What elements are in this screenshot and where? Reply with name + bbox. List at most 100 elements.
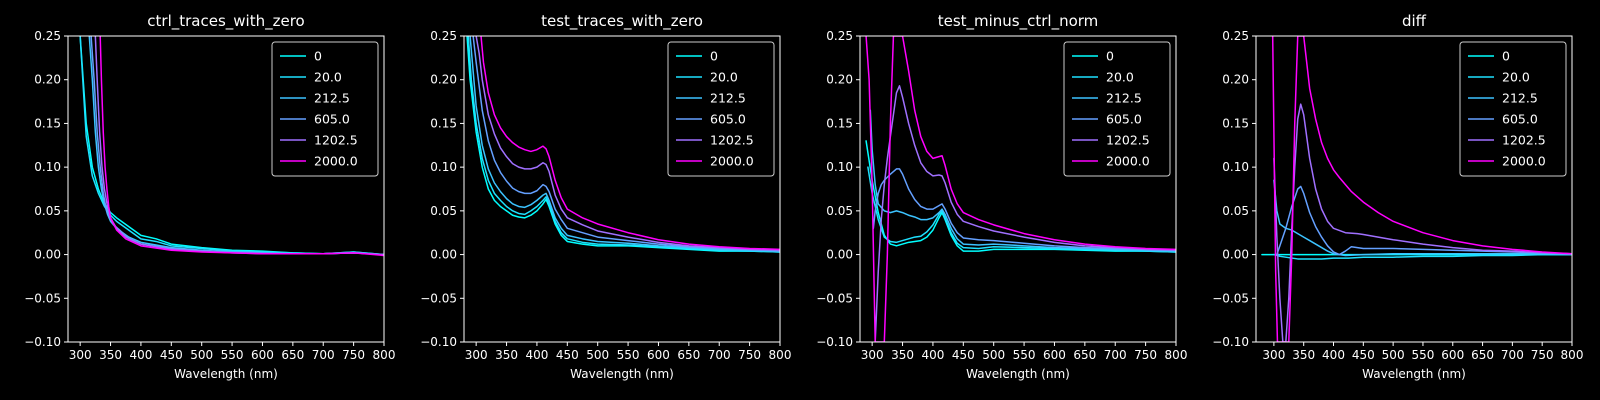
series-line-5 xyxy=(1273,103,1572,342)
x-tick-label: 550 xyxy=(617,348,640,362)
legend-entry: 0 xyxy=(1106,49,1114,64)
x-tick-label: 400 xyxy=(129,348,152,362)
x-tick-label: 750 xyxy=(1134,348,1157,362)
series-line-3 xyxy=(869,109,1176,252)
y-tick-label: 0.20 xyxy=(1222,73,1249,87)
legend-box xyxy=(1459,41,1567,177)
x-tick-label: 700 xyxy=(312,348,335,362)
x-tick-label: 350 xyxy=(891,348,914,362)
x-tick-label: 600 xyxy=(1043,348,1066,362)
legend-entry: 212.5 xyxy=(1106,91,1142,106)
y-tick-label: 0.05 xyxy=(826,204,853,218)
legend-entry: 2000.0 xyxy=(1502,154,1546,169)
series-line-6 xyxy=(99,36,384,257)
x-tick-label: 800 xyxy=(1165,348,1188,362)
x-tick-label: 650 xyxy=(1471,348,1494,362)
y-tick-label: 0.15 xyxy=(34,116,61,130)
x-tick-label: 800 xyxy=(373,348,396,362)
legend-entry: 1202.5 xyxy=(1502,133,1546,148)
series-line-1 xyxy=(865,140,1176,253)
legend-entry: 1202.5 xyxy=(710,133,754,148)
legend-entry: 605.0 xyxy=(1502,112,1538,127)
x-tick-label: 350 xyxy=(1292,348,1315,362)
series-line-1 xyxy=(466,36,780,253)
x-axis-label: Wavelength (nm) xyxy=(570,367,674,381)
chart-panel-3: 300 350 400 450 500 550 600 650 700 750 800 −0.10 −0… xyxy=(816,12,1187,381)
legend-entry: 2000.0 xyxy=(314,154,358,169)
axes-frame xyxy=(1255,35,1573,343)
y-tick-label: −0.05 xyxy=(24,291,61,305)
x-tick-label: 450 xyxy=(1352,348,1375,362)
y-tick-label: 0.00 xyxy=(1222,248,1249,262)
legend-entry: 2000.0 xyxy=(710,154,754,169)
chart-panel-4: 300 350 400 450 500 550 600 650 700 750 800 −0.10 −0… xyxy=(1212,12,1583,381)
y-tick-label: 0.15 xyxy=(430,116,457,130)
legend-entry: 2000.0 xyxy=(1106,154,1150,169)
series-line-6 xyxy=(480,36,780,251)
y-tick-label: 0.25 xyxy=(430,29,457,43)
x-tick-label: 350 xyxy=(99,348,122,362)
x-axis-label: Wavelength (nm) xyxy=(1362,367,1466,381)
chart-title: test_traces_with_zero xyxy=(541,12,703,31)
y-tick-label: 0.15 xyxy=(1222,116,1249,130)
x-tick-label: 500 xyxy=(982,348,1005,362)
y-tick-label: 0.15 xyxy=(826,116,853,130)
y-tick-label: −0.05 xyxy=(1212,291,1249,305)
legend-entry: 1202.5 xyxy=(314,133,358,148)
legend-entry: 212.5 xyxy=(710,91,746,106)
axes-frame xyxy=(859,35,1177,343)
series-line-4 xyxy=(472,36,780,252)
legend-entry: 0 xyxy=(314,49,322,64)
legend-box xyxy=(271,41,379,177)
x-tick-label: 300 xyxy=(465,348,488,362)
x-tick-label: 350 xyxy=(495,348,518,362)
y-tick-label: 0.25 xyxy=(1222,29,1249,43)
series-group xyxy=(1261,36,1572,342)
x-tick-label: 750 xyxy=(738,348,761,362)
y-tick-label: 0.20 xyxy=(826,73,853,87)
x-tick-label: 650 xyxy=(281,348,304,362)
x-tick-label: 450 xyxy=(556,348,579,362)
y-tick-label: 0.20 xyxy=(34,73,61,87)
series-line-5 xyxy=(475,36,780,251)
legend: 0 20.0 212.5 605.0 1202.5 2000.0 xyxy=(1063,41,1171,177)
x-tick-label: 550 xyxy=(1411,348,1434,362)
legend-entry: 20.0 xyxy=(1502,70,1530,85)
x-tick-label: 450 xyxy=(952,348,975,362)
legend-entry: 0 xyxy=(1502,49,1510,64)
y-tick-label: 0.10 xyxy=(1222,160,1249,174)
y-tick-label: −0.10 xyxy=(24,335,61,349)
legend-entry: 605.0 xyxy=(314,112,350,127)
legend-entry: 20.0 xyxy=(314,70,342,85)
y-tick-label: −0.10 xyxy=(420,335,457,349)
series-line-3 xyxy=(1273,179,1572,257)
legend-entry: 605.0 xyxy=(710,112,746,127)
legend-entry: 212.5 xyxy=(1502,91,1538,106)
x-tick-label: 800 xyxy=(769,348,792,362)
series-line-3 xyxy=(469,36,780,252)
y-tick-label: −0.05 xyxy=(816,291,853,305)
x-tick-label: 500 xyxy=(586,348,609,362)
x-tick-label: 700 xyxy=(708,348,731,362)
legend-entry: 605.0 xyxy=(1106,112,1142,127)
x-axis-label: Wavelength (nm) xyxy=(966,367,1070,381)
x-tick-label: 600 xyxy=(1441,348,1464,362)
x-tick-label: 400 xyxy=(525,348,548,362)
series-line-2 xyxy=(467,36,780,253)
x-tick-label: 650 xyxy=(1073,348,1096,362)
y-tick-label: 0.00 xyxy=(826,248,853,262)
y-tick-label: −0.10 xyxy=(1212,335,1249,349)
x-tick-label: 300 xyxy=(1262,348,1285,362)
legend: 0 20.0 212.5 605.0 1202.5 2000.0 xyxy=(271,41,379,177)
y-tick-label: 0.10 xyxy=(430,160,457,174)
y-tick-label: 0.25 xyxy=(826,29,853,43)
x-tick-label: 750 xyxy=(342,348,365,362)
x-tick-label: 750 xyxy=(1531,348,1554,362)
x-tick-label: 600 xyxy=(251,348,274,362)
legend-entry: 0 xyxy=(710,49,718,64)
x-tick-label: 400 xyxy=(921,348,944,362)
x-tick-label: 500 xyxy=(1382,348,1405,362)
chart-panel-2: 300 350 400 450 500 550 600 650 700 750 800 −0.10 −0… xyxy=(420,12,791,381)
